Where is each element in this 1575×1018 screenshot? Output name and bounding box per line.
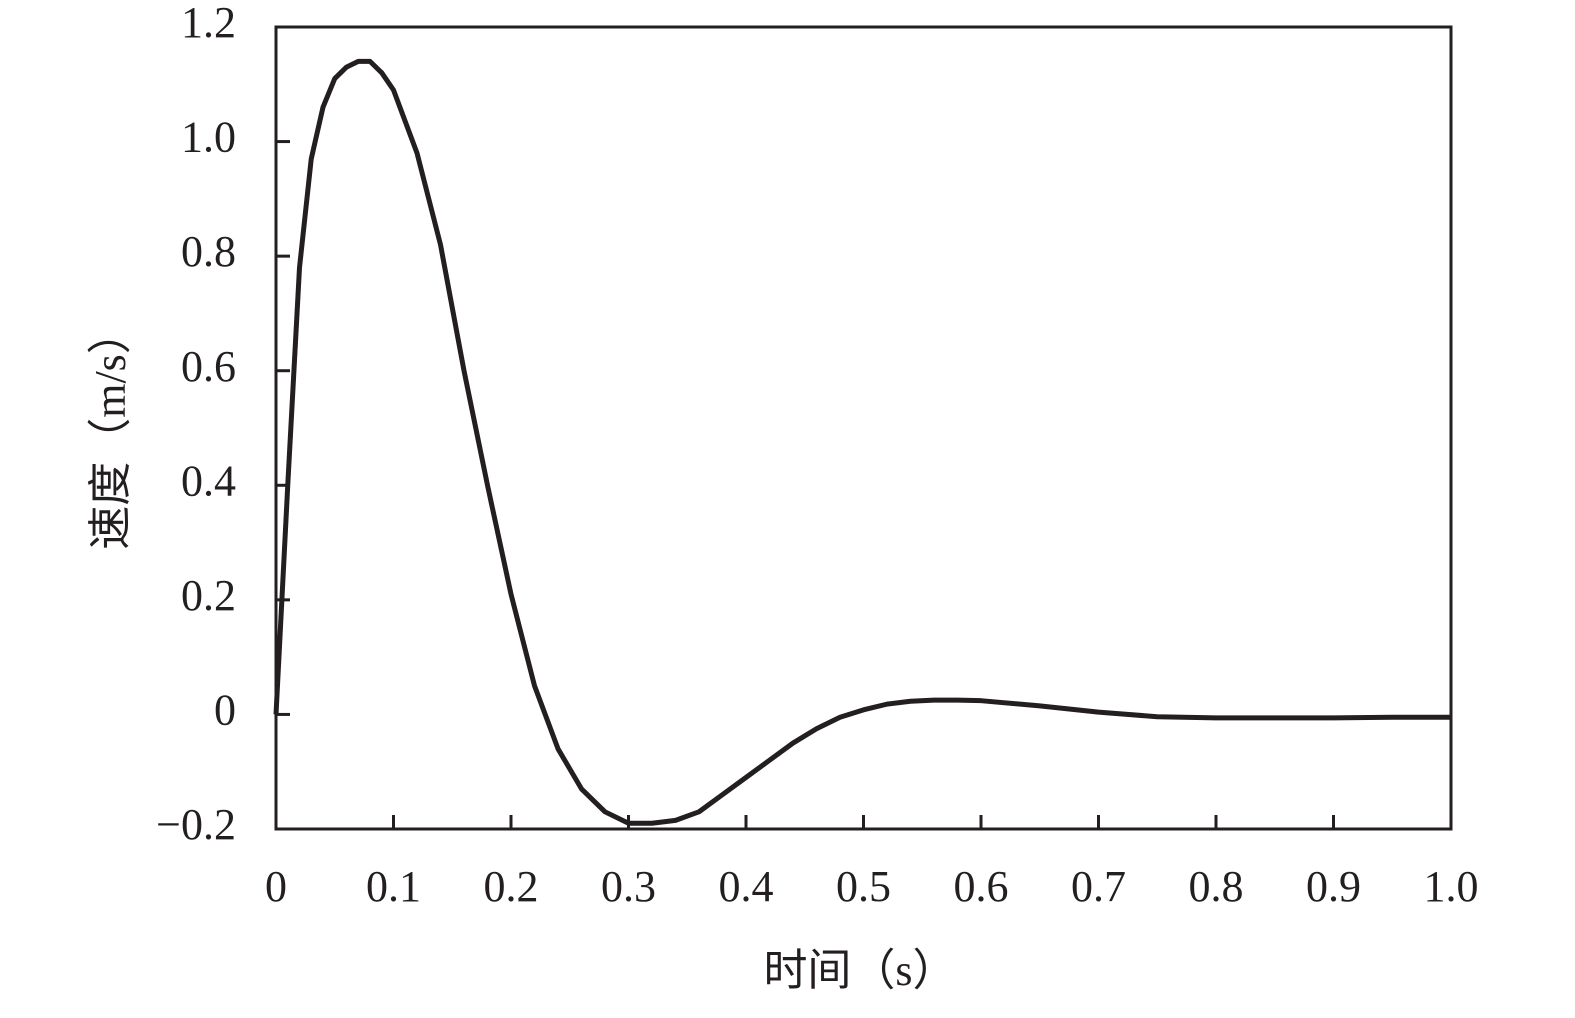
x-tick-label: 0.9 [1306,862,1361,911]
y-tick-label: 0.6 [181,342,236,391]
y-axis-label: 速度（m/s） [86,310,135,550]
y-tick-label: 0.4 [181,456,236,505]
x-tick-label: 0.1 [366,862,421,911]
y-tick-label: 0.2 [181,571,236,620]
x-tick-label: 0.5 [836,862,891,911]
x-tick-label: 0.7 [1071,862,1126,911]
x-tick-label: 0.3 [601,862,656,911]
x-tick-label: 0.6 [954,862,1009,911]
y-tick-label: 0 [214,686,236,735]
y-tick-label: −0.2 [156,800,236,849]
x-axis-label: 时间（s） [763,946,956,995]
x-tick-label: 0.4 [719,862,774,911]
x-tick-label: 0 [265,862,287,911]
x-tick-label: 0.8 [1189,862,1244,911]
y-tick-label: 0.8 [181,227,236,276]
x-tick-label: 1.0 [1424,862,1479,911]
y-tick-label: 1.2 [181,0,236,47]
x-tick-label: 0.2 [484,862,539,911]
data-line [273,58,1451,826]
y-tick-label: 1.0 [181,113,236,162]
